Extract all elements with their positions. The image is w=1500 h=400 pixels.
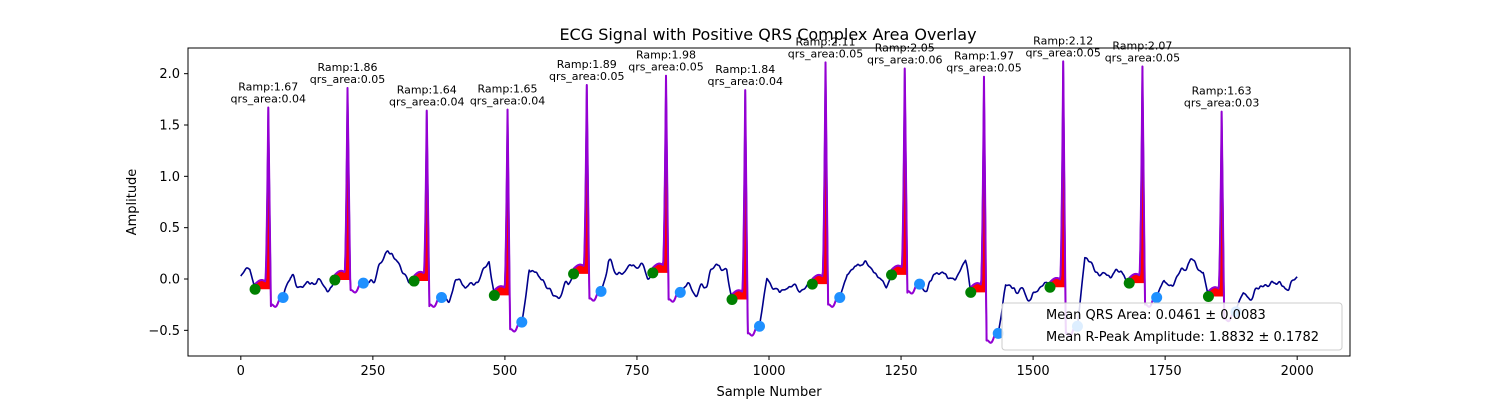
qrs-area-label-12: qrs_area:0.05 <box>1105 51 1180 64</box>
qrs-offset-marker-4 <box>516 316 528 328</box>
legend-entry-qrs-area: Mean QRS Area: 0.0461 ± 0.0083 <box>1046 308 1266 323</box>
chart-title: ECG Signal with Positive QRS Complex Are… <box>559 25 976 44</box>
qrs-area-label-11: qrs_area:0.05 <box>1025 46 1100 59</box>
qrs-offset-marker-9 <box>914 278 926 290</box>
ramp-label-7: Ramp:1.84 <box>715 63 775 76</box>
qrs-onset-marker-4 <box>488 289 500 301</box>
qrs-offset-marker-3 <box>436 291 448 303</box>
y-tick-label-1: 0.0 <box>159 273 180 288</box>
plot-area: Ramp:1.67qrs_area:0.04Ramp:1.86qrs_area:… <box>231 34 1298 344</box>
legend-box <box>1001 302 1343 351</box>
ramp-label-2: Ramp:1.86 <box>317 61 377 74</box>
y-tick-label-0: −0.5 <box>148 324 180 339</box>
qrs-area-label-1: qrs_area:0.04 <box>231 93 306 106</box>
ramp-label-6: Ramp:1.98 <box>636 49 696 62</box>
qrs-segment-3 <box>413 109 443 308</box>
qrs-offset-marker-6 <box>674 286 686 298</box>
y-tick-label-5: 2.0 <box>159 67 180 82</box>
qrs-segment-4 <box>493 108 523 333</box>
qrs-onset-marker-7 <box>726 294 738 306</box>
qrs-area-label-5: qrs_area:0.05 <box>549 70 624 83</box>
qrs-offset-marker-12 <box>1151 291 1163 303</box>
qrs-onset-marker-13 <box>1202 290 1214 302</box>
qrs-area-label-13: qrs_area:0.03 <box>1184 97 1259 110</box>
ramp-label-1: Ramp:1.67 <box>238 81 298 94</box>
qrs-offset-marker-5 <box>595 285 607 297</box>
x-tick-label-500: 500 <box>492 364 517 379</box>
qrs-area-label-6: qrs_area:0.05 <box>628 61 703 74</box>
y-tick-label-4: 1.5 <box>159 119 180 134</box>
x-tick-label-0: 0 <box>237 364 245 379</box>
y-axis-label: Amplitude <box>125 169 140 236</box>
qrs-offset-marker-1 <box>277 291 289 303</box>
qrs-segment-11 <box>1049 60 1079 337</box>
x-tick-label-250: 250 <box>360 364 385 379</box>
ramp-label-11: Ramp:2.12 <box>1033 34 1093 47</box>
qrs-offset-marker-8 <box>834 291 846 303</box>
qrs-area-label-7: qrs_area:0.04 <box>707 75 782 88</box>
qrs-segment-7 <box>731 89 761 337</box>
x-tick-label-2000: 2000 <box>1281 364 1314 379</box>
qrs-area-label-10: qrs_area:0.05 <box>946 62 1021 75</box>
qrs-segment-12 <box>1128 65 1158 308</box>
x-axis-label: Sample Number <box>716 385 822 400</box>
qrs-onset-marker-3 <box>408 275 420 287</box>
legend: Mean QRS Area: 0.0461 ± 0.0083 Mean R-Pe… <box>1001 302 1343 351</box>
qrs-onset-marker-12 <box>1123 277 1135 289</box>
qrs-segment-9 <box>890 67 921 295</box>
qrs-onset-marker-5 <box>568 268 580 280</box>
qrs-area-label-9: qrs_area:0.06 <box>867 54 942 67</box>
qrs-segment-8 <box>811 61 841 308</box>
ramp-label-3: Ramp:1.64 <box>397 84 457 97</box>
ramp-label-5: Ramp:1.89 <box>557 58 617 71</box>
qrs-onset-marker-9 <box>886 269 898 281</box>
qrs-offset-marker-10 <box>992 327 1004 339</box>
qrs-segment-2 <box>334 87 365 294</box>
ramp-label-8: Ramp:2.11 <box>795 35 855 48</box>
qrs-onset-marker-8 <box>806 278 818 290</box>
legend-entry-r-peak-amplitude: Mean R-Peak Amplitude: 1.8832 ± 0.1782 <box>1046 330 1319 345</box>
qrs-onset-marker-10 <box>965 286 977 298</box>
ramp-label-13: Ramp:1.63 <box>1192 85 1252 98</box>
ramp-label-12: Ramp:2.07 <box>1112 39 1172 52</box>
qrs-segment-10 <box>970 75 1000 344</box>
qrs-offset-marker-2 <box>357 277 369 289</box>
x-tick-label-750: 750 <box>625 364 650 379</box>
qrs-area-label-2: qrs_area:0.05 <box>310 73 385 86</box>
qrs-segment-6 <box>652 74 682 303</box>
qrs-area-label-4: qrs_area:0.04 <box>470 95 545 108</box>
qrs-onset-marker-2 <box>329 274 341 286</box>
ramp-label-10: Ramp:1.97 <box>954 50 1014 63</box>
ramp-label-4: Ramp:1.65 <box>478 83 538 96</box>
x-tick-label-1750: 1750 <box>1149 364 1182 379</box>
x-tick-label-1250: 1250 <box>884 364 917 379</box>
qrs-area-label-8: qrs_area:0.05 <box>788 47 863 60</box>
qrs-offset-marker-7 <box>753 320 765 332</box>
x-tick-label-1500: 1500 <box>1017 364 1050 379</box>
axes: 0 250 500 750 1000 1250 1500 1750 2000 −0.5 0.0 0.5… <box>148 67 1313 379</box>
qrs-area-label-3: qrs_area:0.04 <box>389 96 464 109</box>
qrs-onset-marker-6 <box>647 267 659 279</box>
qrs-segment-5 <box>572 83 602 302</box>
y-tick-label-2: 0.5 <box>159 221 180 236</box>
qrs-onset-marker-1 <box>249 283 261 295</box>
x-tick-label-1000: 1000 <box>752 364 785 379</box>
qrs-onset-marker-11 <box>1044 281 1056 293</box>
y-tick-label-3: 1.0 <box>159 170 180 185</box>
qrs-segment-1 <box>254 106 285 308</box>
